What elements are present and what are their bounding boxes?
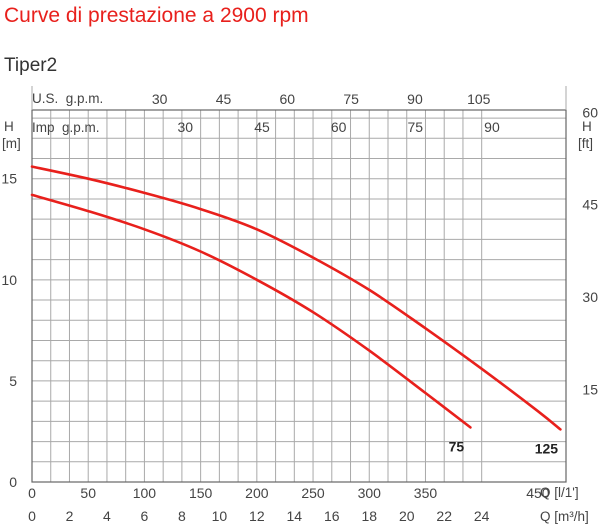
chart-title: Curve di prestazione a 2900 rpm (4, 4, 309, 27)
top-tick-label-imp-gpm: 60 (331, 119, 347, 135)
y-tick-label-ft: 30 (582, 289, 598, 305)
y-tick-label-m: 5 (9, 373, 17, 389)
x-tick-label-m3h: 0 (28, 508, 36, 524)
top-tick-label-us-gpm: 60 (280, 91, 296, 107)
y-tick-label-m: 15 (1, 171, 17, 187)
x-tick-label-m3h: 10 (212, 508, 228, 524)
curve-75 (30, 193, 472, 429)
y-right-axis-unit: [ft] (578, 136, 593, 151)
chart-grid (31, 109, 566, 482)
x-tick-label-lmin: 100 (133, 485, 157, 501)
top-axis-imp-gpm-label: Imp g.p.m. (32, 120, 100, 135)
pump-model-label: Tiper2 (4, 55, 58, 76)
x-tick-label-m3h: 24 (474, 508, 490, 524)
curve-label-75: 75 (449, 438, 465, 454)
axis-labels: H [m] H [ft] U.S. g.p.m. Imp g.p.m. Q [l… (2, 91, 593, 524)
y-left-axis-letter: H (4, 119, 14, 134)
x-tick-label-lmin: 250 (301, 485, 325, 501)
top-tick-label-us-gpm: 90 (407, 91, 423, 107)
top-tick-label-imp-gpm: 30 (178, 119, 194, 135)
y-tick-label-m: 10 (1, 272, 17, 288)
x-tick-label-m3h: 20 (399, 508, 415, 524)
x-tick-label-lmin: 300 (358, 485, 382, 501)
x-tick-label-m3h: 18 (361, 508, 377, 524)
x-tick-label-m3h: 4 (103, 508, 111, 524)
y-left-axis-unit: [m] (2, 136, 21, 151)
top-tick-label-us-gpm: 105 (467, 91, 491, 107)
x-tick-label-lmin: 0 (28, 485, 36, 501)
top-tick-label-imp-gpm: 45 (254, 119, 270, 135)
top-tick-label-imp-gpm: 75 (408, 119, 424, 135)
x-tick-label-m3h: 16 (324, 508, 340, 524)
top-tick-label-us-gpm: 45 (216, 91, 232, 107)
x-axis-lmin-label: Q [l/1'] (540, 485, 579, 500)
x-tick-label-m3h: 14 (287, 508, 303, 524)
top-axis-us-gpm-label: U.S. g.p.m. (32, 91, 103, 106)
x-tick-label-lmin: 450 (526, 485, 550, 501)
x-tick-label-m3h: 22 (436, 508, 452, 524)
chart-frame (31, 86, 567, 483)
x-axis-m3h-label: Q [m³/h] (540, 509, 589, 524)
x-tick-label-m3h: 8 (178, 508, 186, 524)
y-right-axis-letter: H (582, 119, 592, 134)
y-tick-label-ft: 45 (582, 197, 598, 213)
y-tick-label-ft: 15 (582, 382, 598, 398)
x-tick-label-lmin: 200 (245, 485, 269, 501)
x-tick-label-lmin: 150 (189, 485, 213, 501)
top-tick-label-us-gpm: 75 (343, 91, 359, 107)
x-tick-label-m3h: 2 (66, 508, 74, 524)
x-tick-label-lmin: 50 (80, 485, 96, 501)
y-tick-label-m: 0 (9, 474, 17, 490)
performance-curves: 125 75 (30, 165, 562, 456)
x-tick-label-lmin: 350 (414, 485, 438, 501)
curve-label-125: 125 (535, 440, 559, 456)
top-tick-label-us-gpm: 30 (152, 91, 168, 107)
x-tick-label-m3h: 12 (249, 508, 265, 524)
top-tick-label-imp-gpm: 90 (484, 119, 500, 135)
plot-frame (31, 109, 567, 483)
x-tick-label-m3h: 6 (141, 508, 149, 524)
curve-125 (30, 165, 562, 431)
y-tick-label-ft: 60 (582, 104, 598, 120)
